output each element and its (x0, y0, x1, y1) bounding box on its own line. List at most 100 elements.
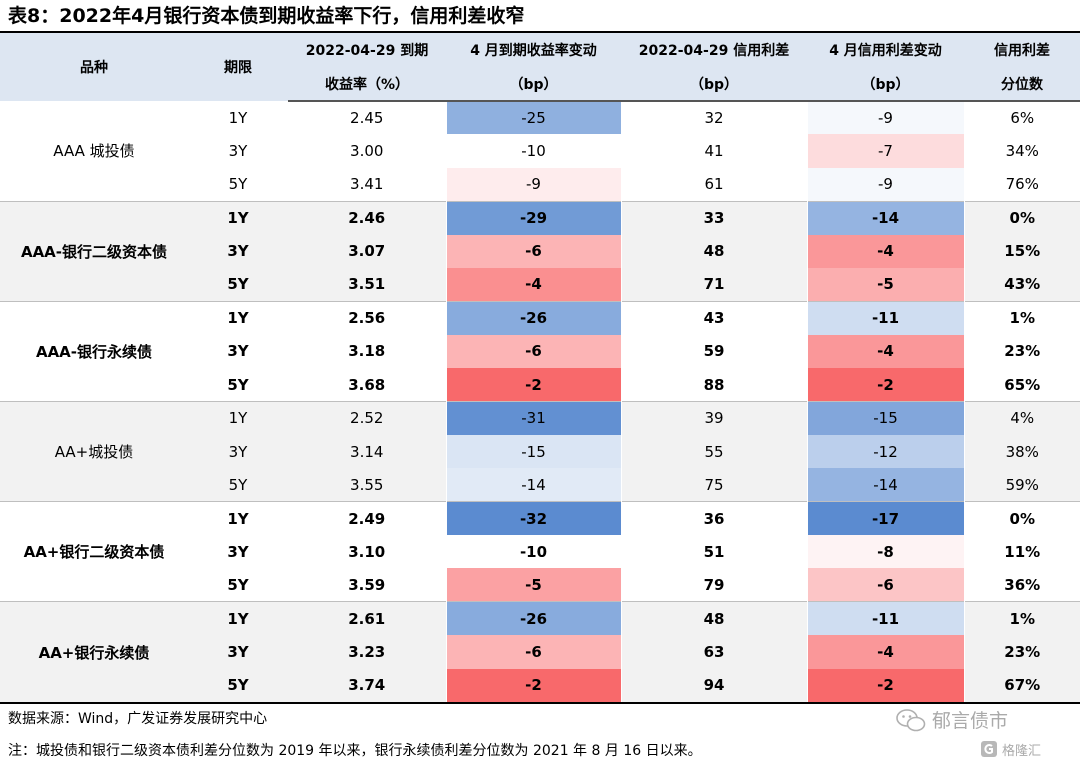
spread-cell: 36 (621, 501, 807, 536)
header-percentile: 信用利差 (964, 33, 1080, 67)
spread-cell: 55 (621, 434, 807, 469)
spread-cell: 75 (621, 468, 807, 502)
spread-change-cell: -7 (806, 134, 965, 168)
note-footnote: 注：城投债和银行二级资本债利差分位数为 2019 年以来，银行永续债利差分位数为… (8, 743, 702, 759)
ytm-cell: 3.55 (288, 468, 446, 502)
spread-change-cell: -14 (806, 468, 965, 502)
percentile-cell: 1% (964, 300, 1080, 335)
header-spread-unit: （bp） (621, 67, 807, 102)
spread-change-cell: -4 (806, 334, 965, 369)
header-percentile-unit: 分位数 (964, 67, 1080, 102)
percentile-cell: 38% (964, 434, 1080, 469)
ytm-change-cell: -6 (445, 334, 622, 369)
percentile-cell: 0% (964, 501, 1080, 536)
header-term: 期限 (188, 33, 288, 101)
percentile-cell: 59% (964, 468, 1080, 502)
percentile-cell: 67% (964, 668, 1080, 703)
ytm-change-cell: -6 (445, 234, 622, 268)
variety-name: AA+城投债 (0, 401, 188, 502)
ytm-cell: 3.10 (348, 542, 386, 561)
spread-cell: 41 (704, 142, 724, 161)
spread-cell: 32 (704, 109, 724, 128)
term-cell: 1Y (228, 108, 248, 127)
ytm-cell: 2.45 (350, 109, 384, 128)
spread-cell: 71 (621, 267, 807, 302)
spread-cell: 33 (621, 200, 807, 235)
percentile-cell: 11% (1004, 542, 1041, 561)
spread-change-cell: -14 (806, 200, 965, 235)
table-row: 5Y 3.41 -9 61 -9 76% (0, 167, 1080, 202)
variety-name: AA+银行二级资本债 (0, 501, 188, 602)
term-cell: 1Y (188, 501, 288, 536)
spread-change-cell: -12 (806, 434, 965, 469)
table-row: AAA-银行二级资本债 1Y 2.46 -29 33 -14 0% (0, 200, 1080, 302)
header-ytm-unit: 收益率（%） (288, 67, 446, 102)
ytm-change-cell: -31 (445, 401, 622, 435)
watermark-text: 郁言债市 (932, 710, 1009, 732)
percentile-cell: 36% (1004, 575, 1041, 594)
spread-cell: 61 (704, 175, 724, 194)
spread-cell: 48 (621, 234, 807, 268)
percentile-cell: 65% (1004, 375, 1041, 394)
header-ytm: 2022-04-29 到期 (288, 33, 446, 67)
ytm-change-cell: -32 (445, 501, 622, 536)
ytm-change-cell: -6 (445, 635, 622, 669)
header-ytm-change: 4 月到期收益率变动 (446, 33, 621, 67)
spread-cell: 94 (621, 668, 807, 703)
term-cell: 5Y (188, 468, 288, 502)
percentile-cell: 76% (1005, 175, 1039, 194)
ytm-cell: 2.56 (288, 300, 446, 335)
ytm-cell: 2.49 (288, 501, 446, 536)
ytm-cell: 3.41 (350, 175, 384, 194)
term-cell: 1Y (188, 300, 288, 335)
table-row: 3Y 3.23 -6 63 -4 23% (0, 635, 1080, 669)
ytm-change-cell: -15 (445, 434, 622, 469)
spread-change-cell: -9 (806, 167, 965, 202)
spread-change-cell: -15 (806, 401, 965, 435)
term-cell: 5Y (228, 175, 248, 194)
ytm-cell: 3.14 (288, 434, 446, 469)
spread-change-cell: -2 (806, 368, 965, 402)
term-cell: 1Y (188, 200, 288, 235)
term-cell: 5Y (227, 575, 249, 594)
header-spread: 2022-04-29 信用利差 (621, 33, 807, 67)
spread-change-cell: -11 (806, 601, 965, 636)
ytm-change-cell: -26 (445, 300, 622, 335)
header-row-2: 收益率（%） （bp） （bp） （bp） 分位数 (0, 67, 1080, 102)
ytm-change-cell: -2 (445, 668, 622, 703)
percentile-cell: 4% (964, 401, 1080, 435)
spread-change-cell: -17 (806, 501, 965, 536)
ytm-change-cell: -4 (445, 267, 622, 302)
spread-cell: 59 (703, 342, 725, 361)
term-cell: 5Y (227, 375, 249, 394)
table-row: 3Y 3.14 -15 55 -12 38% (0, 434, 1080, 469)
term-cell: 3Y (227, 342, 249, 361)
ytm-change-cell: -10 (445, 535, 622, 569)
ytm-cell: 3.51 (288, 267, 446, 302)
spread-cell: 79 (703, 575, 725, 594)
wechat-icon (896, 709, 926, 732)
term-cell: 3Y (188, 234, 288, 268)
variety-name: AA+银行永续债 (0, 601, 188, 703)
ytm-change-cell: -29 (445, 200, 622, 235)
header-spread-change-unit: （bp） (807, 67, 964, 102)
bottom-rule (0, 702, 1080, 704)
ytm-cell: 3.18 (348, 342, 386, 361)
table-row: AA+银行二级资本债 1Y 2.49 -32 36 -17 0% (0, 501, 1080, 602)
source-footnote: 数据来源：Wind，广发证券发展研究中心 (8, 711, 268, 727)
ytm-cell: 3.07 (288, 234, 446, 268)
table-row: AA+城投债 1Y 2.52 -31 39 -15 4% (0, 401, 1080, 502)
percentile-cell: 6% (1010, 109, 1035, 128)
spread-cell: 39 (621, 401, 807, 435)
ytm-cell: 3.59 (348, 575, 386, 594)
ytm-cell: 2.61 (288, 601, 446, 636)
ytm-change-cell: -9 (445, 167, 622, 202)
table-row: 5Y 3.68 -2 88 -2 65% (0, 368, 1080, 402)
spread-cell: 88 (703, 375, 725, 394)
variety-name: AAA-银行永续债 (0, 300, 188, 402)
table-body: AAA 城投债 1Y 2.45 -25 32 -9 6% 3Y 3.00 -10 41 -7 34% 5Y… (0, 101, 1080, 703)
title-rule (0, 31, 1080, 33)
ytm-change-cell: -10 (445, 134, 622, 168)
percentile-cell: 43% (964, 267, 1080, 302)
ytm-change-cell: -25 (445, 101, 622, 135)
